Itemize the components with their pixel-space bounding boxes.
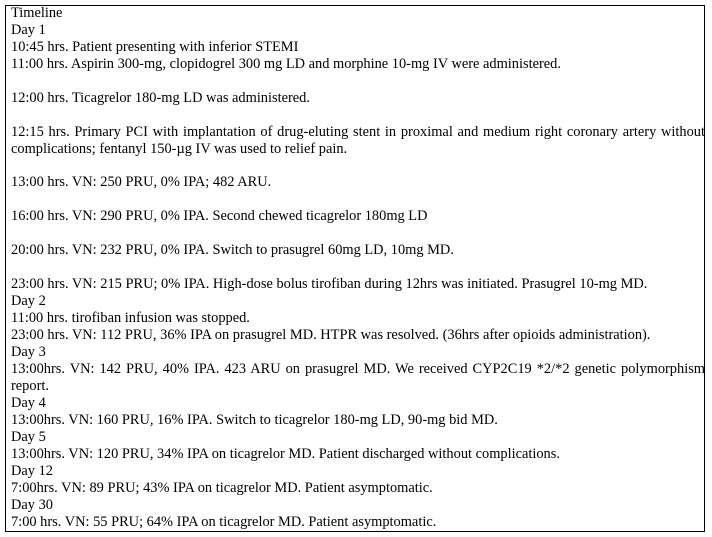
timeline-heading: Timeline <box>11 5 63 21</box>
blank-line <box>11 107 705 124</box>
timeline-content: Timeline Day 1 10:45 hrs. Patient present… <box>11 5 705 530</box>
blank-line <box>11 191 705 208</box>
day-heading: Day 1 <box>11 21 46 38</box>
timeline-entry: 13:00hrs. VN: 120 PRU, 34% IPA on ticagr… <box>11 445 560 462</box>
timeline-entry: 10:45 hrs. Patient presenting with infer… <box>11 38 299 55</box>
timeline-entry: 12:15 hrs. Primary PCI with implantation… <box>11 123 705 157</box>
timeline-entry: 7:00hrs. VN: 89 PRU; 43% IPA on ticagrel… <box>11 479 433 496</box>
timeline-entry: 7:00 hrs. VN: 55 PRU; 64% IPA on ticagre… <box>11 513 437 530</box>
timeline-entry: 11:00 hrs. Aspirin 300-mg, clopidogrel 3… <box>11 55 561 72</box>
timeline-lines: Day 1 10:45 hrs. Patient presenting with … <box>11 22 705 531</box>
blank-line <box>11 259 705 276</box>
day-heading: Day 4 <box>11 394 46 411</box>
day-heading: Day 30 <box>11 496 53 513</box>
timeline-entry: 23:00 hrs. VN: 112 PRU, 36% IPA on prasu… <box>11 327 651 344</box>
day-heading: Day 3 <box>11 343 46 360</box>
blank-line <box>11 225 705 242</box>
timeline-entry: 12:00 hrs. Ticagrelor 180-mg LD was admi… <box>11 89 310 106</box>
blank-line <box>11 158 705 175</box>
timeline-table-cell <box>5 5 705 532</box>
blank-line <box>11 73 705 90</box>
timeline-entry: 16:00 hrs. VN: 290 PRU, 0% IPA. Second c… <box>11 208 428 225</box>
timeline-entry: 13:00 hrs. VN: 250 PRU, 0% IPA; 482 ARU. <box>11 174 272 191</box>
timeline-entry: 20:00 hrs. VN: 232 PRU, 0% IPA. Switch t… <box>11 242 454 259</box>
day-heading: Day 12 <box>11 462 53 479</box>
day-heading: Day 5 <box>11 428 46 445</box>
timeline-entry: 13:00hrs. VN: 160 PRU, 16% IPA. Switch t… <box>11 411 498 428</box>
timeline-entry: 23:00 hrs. VN: 215 PRU; 0% IPA. High-dos… <box>11 276 648 293</box>
day-heading: Day 2 <box>11 293 46 310</box>
timeline-entry: 11:00 hrs. tirofiban infusion was stoppe… <box>11 310 250 327</box>
timeline-entry: 13:00hrs. VN: 142 PRU, 40% IPA. 423 ARU … <box>11 360 705 394</box>
